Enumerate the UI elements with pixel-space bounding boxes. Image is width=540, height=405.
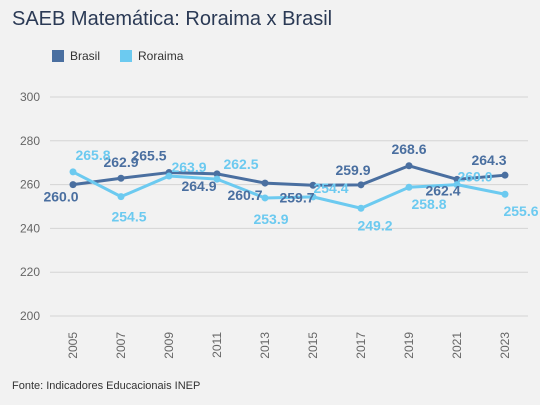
data-label-roraima: 249.2 [357, 217, 392, 233]
data-label-brasil: 262.9 [103, 154, 138, 170]
data-point-brasil [309, 181, 317, 189]
y-tick-label: 200 [20, 309, 40, 323]
data-point-roraima [213, 175, 221, 183]
data-point-roraima [261, 194, 269, 202]
data-point-roraima [357, 204, 365, 212]
data-point-brasil [261, 179, 269, 187]
data-label-brasil: 264.3 [471, 152, 506, 168]
data-point-roraima [501, 190, 509, 198]
data-label-roraima: 263.9 [171, 159, 206, 175]
data-point-brasil [357, 181, 365, 189]
data-point-roraima [453, 181, 461, 189]
data-point-roraima [309, 193, 317, 201]
x-tick-label: 2007 [114, 332, 128, 359]
series-line-roraima [72, 170, 506, 210]
data-label-roraima: 254.5 [111, 209, 146, 225]
series-line-brasil [72, 164, 506, 187]
data-label-brasil: 265.5 [131, 148, 166, 164]
source-note: Fonte: Indicadores Educacionais INEP [12, 380, 201, 392]
data-label-brasil: 264.9 [181, 178, 216, 194]
data-label-roraima: 258.8 [411, 196, 446, 212]
x-tick-label: 2019 [402, 332, 416, 359]
x-tick-label: 2017 [354, 332, 368, 359]
x-tick-label: 2023 [498, 332, 512, 359]
data-label-brasil: 260.0 [43, 189, 78, 205]
chart-title: SAEB Matemática: Roraima x Brasil [12, 8, 333, 30]
data-point-brasil [501, 171, 509, 179]
data-label-brasil: 262.4 [425, 182, 460, 198]
x-tick-label: 2009 [162, 332, 176, 359]
data-label-roraima: 255.6 [503, 203, 538, 219]
data-point-roraima [69, 168, 77, 176]
x-tick-label: 2011 [210, 332, 224, 358]
data-point-brasil [453, 175, 461, 183]
data-label-roraima: 265.8 [75, 147, 110, 163]
x-tick-label: 2015 [306, 332, 320, 359]
legend-label-roraima: Roraima [138, 49, 184, 63]
y-tick-label: 240 [20, 221, 40, 235]
data-point-brasil [405, 162, 413, 170]
data-point-brasil [117, 174, 125, 182]
data-point-roraima [405, 183, 413, 191]
data-label-roraima: 253.9 [253, 211, 288, 227]
x-tick-label: 2005 [66, 332, 80, 359]
y-tick-label: 260 [20, 178, 40, 192]
y-tick-label: 220 [20, 265, 40, 279]
data-label-brasil: 268.6 [391, 141, 426, 157]
data-label-brasil: 259.7 [279, 189, 314, 205]
data-label-roraima: 260.0 [457, 169, 492, 185]
legend: Brasil Roraima [52, 49, 183, 63]
data-label-roraima: 262.5 [223, 156, 258, 172]
legend-swatch-brasil [52, 50, 64, 62]
legend-label-brasil: Brasil [70, 49, 101, 63]
data-point-roraima [165, 172, 173, 180]
y-tick-label: 300 [20, 90, 40, 104]
data-point-roraima [117, 193, 125, 201]
data-label-brasil: 260.7 [227, 187, 262, 203]
data-point-brasil [69, 181, 77, 189]
legend-item-brasil[interactable]: Brasil [52, 49, 100, 63]
data-label-brasil: 259.9 [335, 162, 370, 178]
data-label-roraima: 254.4 [313, 180, 348, 196]
y-tick-label: 280 [20, 134, 40, 148]
data-point-brasil [213, 170, 221, 178]
x-tick-label: 2013 [258, 332, 272, 359]
legend-swatch-roraima [120, 50, 133, 62]
x-tick-label: 2021 [450, 332, 464, 359]
legend-item-roraima[interactable]: Roraima [120, 49, 183, 63]
